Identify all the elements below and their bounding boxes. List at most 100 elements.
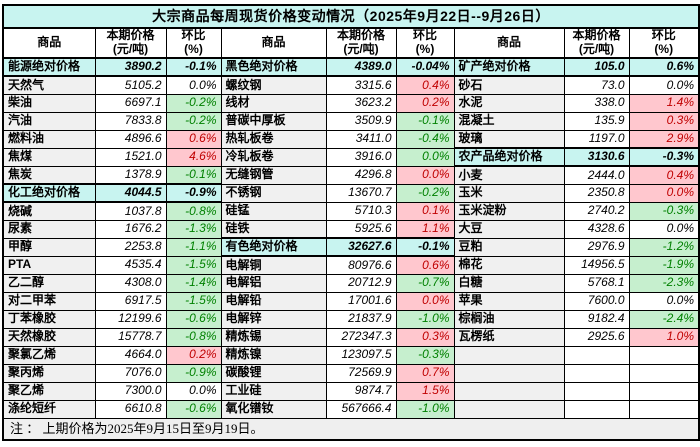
pct-change-cell[interactable]: -0.2%	[165, 111, 222, 131]
pct-change-cell[interactable]: -0.8%	[165, 201, 222, 221]
pct-change-cell[interactable]: 0.0%	[395, 165, 455, 185]
price-cell[interactable]: 12199.6	[94, 309, 167, 329]
price-cell[interactable]: 4296.8	[325, 165, 397, 185]
commodity-name-cell[interactable]: 硅锰	[220, 201, 327, 221]
pct-change-cell[interactable]: -1.1%	[165, 237, 222, 257]
commodity-name-cell[interactable]	[453, 345, 565, 365]
commodity-name-cell[interactable]: 农产品绝对价格	[453, 147, 565, 167]
commodity-name-cell[interactable]: 柴油	[2, 93, 96, 113]
price-cell[interactable]: 80976.6	[325, 255, 397, 275]
commodity-name-cell[interactable]: 玻璃	[453, 129, 565, 149]
commodity-name-cell[interactable]: 棕榈油	[453, 309, 565, 329]
pct-change-cell[interactable]: -0.8%	[165, 327, 222, 347]
commodity-name-cell[interactable]: 豆粕	[453, 237, 565, 257]
pct-change-cell[interactable]: -2.4%	[628, 309, 700, 329]
commodity-name-cell[interactable]: 聚乙烯	[2, 381, 96, 401]
commodity-name-cell[interactable]: 聚氯乙烯	[2, 345, 96, 365]
pct-change-cell[interactable]: -1.0%	[395, 399, 455, 419]
commodity-name-cell[interactable]: 化工绝对价格	[2, 183, 96, 203]
header-pct-2[interactable]: 环比 (%)	[395, 27, 455, 59]
commodity-name-cell[interactable]: 砂石	[453, 75, 565, 95]
commodity-name-cell[interactable]: 能源绝对价格	[2, 57, 96, 77]
price-cell[interactable]: 9874.7	[325, 381, 397, 401]
commodity-name-cell[interactable]: 棉花	[453, 255, 565, 275]
price-cell[interactable]: 72569.9	[325, 363, 397, 383]
price-cell[interactable]: 3509.9	[325, 111, 397, 131]
pct-change-cell[interactable]	[628, 363, 700, 383]
commodity-name-cell[interactable]: 电解铅	[220, 291, 327, 311]
pct-change-cell[interactable]: 0.0%	[628, 291, 700, 311]
price-cell[interactable]: 4044.5	[94, 183, 167, 203]
commodity-name-cell[interactable]	[453, 399, 565, 419]
pct-change-cell[interactable]: 0.3%	[395, 327, 455, 347]
commodity-name-cell[interactable]: 聚丙烯	[2, 363, 96, 383]
footnote[interactable]: 注 ： 上期价格为2025年9月15日至9月19日。	[1, 417, 700, 441]
pct-change-cell[interactable]	[628, 399, 700, 419]
pct-change-cell[interactable]: 0.6%	[165, 129, 222, 149]
pct-change-cell[interactable]: -0.6%	[165, 399, 222, 419]
pct-change-cell[interactable]: 0.0%	[165, 381, 222, 401]
price-cell[interactable]: 5710.3	[325, 201, 397, 221]
pct-change-cell[interactable]: 0.0%	[395, 291, 455, 311]
pct-change-cell[interactable]: 0.3%	[628, 111, 700, 131]
commodity-name-cell[interactable]: 电解铝	[220, 273, 327, 293]
commodity-name-cell[interactable]: 电解锌	[220, 309, 327, 329]
price-cell[interactable]: 1676.2	[94, 219, 167, 239]
pct-change-cell[interactable]: -1.2%	[628, 237, 700, 257]
price-cell[interactable]: 3916.0	[325, 147, 397, 167]
commodity-name-cell[interactable]: 焦煤	[2, 147, 96, 167]
price-cell[interactable]: 4664.0	[94, 345, 167, 365]
price-cell[interactable]: 17001.6	[325, 291, 397, 311]
pct-change-cell[interactable]: -0.1%	[395, 237, 455, 257]
pct-change-cell[interactable]: 0.0%	[395, 147, 455, 167]
price-cell[interactable]: 4535.4	[94, 255, 167, 275]
price-cell[interactable]: 14956.5	[563, 255, 630, 275]
price-cell[interactable]: 2976.9	[563, 237, 630, 257]
pct-change-cell[interactable]: -1.0%	[395, 309, 455, 329]
table-title[interactable]: 大宗商品每周现货价格变动情况（2025年9月22日--9月26日）	[1, 4, 700, 29]
pct-change-cell[interactable]: 0.7%	[395, 363, 455, 383]
pct-change-cell[interactable]: -0.9%	[165, 363, 222, 383]
price-cell[interactable]	[563, 345, 630, 365]
commodity-name-cell[interactable]: 普碳中厚板	[220, 111, 327, 131]
pct-change-cell[interactable]: 4.6%	[165, 147, 222, 167]
commodity-name-cell[interactable]: 大豆	[453, 219, 565, 239]
commodity-name-cell[interactable]: 工业硅	[220, 381, 327, 401]
price-cell[interactable]: 5768.1	[563, 273, 630, 293]
price-cell[interactable]: 2444.0	[563, 165, 630, 185]
commodity-name-cell[interactable]: 水泥	[453, 93, 565, 113]
price-cell[interactable]: 272347.3	[325, 327, 397, 347]
price-cell[interactable]: 7300.0	[94, 381, 167, 401]
commodity-name-cell[interactable]: 热轧板卷	[220, 129, 327, 149]
commodity-name-cell[interactable]: 苹果	[453, 291, 565, 311]
pct-change-cell[interactable]: -1.9%	[628, 255, 700, 275]
commodity-name-cell[interactable]: 瓦楞纸	[453, 327, 565, 347]
pct-change-cell[interactable]	[628, 345, 700, 365]
commodity-name-cell[interactable]: 电解铜	[220, 255, 327, 275]
commodity-name-cell[interactable]: 燃料油	[2, 129, 96, 149]
price-cell[interactable]: 1197.0	[563, 129, 630, 149]
price-cell[interactable]: 6917.5	[94, 291, 167, 311]
price-cell[interactable]: 6610.8	[94, 399, 167, 419]
price-cell[interactable]: 32627.6	[325, 237, 397, 257]
pct-change-cell[interactable]: -0.1%	[165, 165, 222, 185]
commodity-name-cell[interactable]: 天然橡胶	[2, 327, 96, 347]
pct-change-cell[interactable]: -0.7%	[395, 273, 455, 293]
price-cell[interactable]: 20712.9	[325, 273, 397, 293]
commodity-name-cell[interactable]: 无缝钢管	[220, 165, 327, 185]
pct-change-cell[interactable]: 1.5%	[395, 381, 455, 401]
price-cell[interactable]: 1378.9	[94, 165, 167, 185]
pct-change-cell[interactable]: 0.2%	[165, 345, 222, 365]
commodity-name-cell[interactable]: 氧化镨钕	[220, 399, 327, 419]
pct-change-cell[interactable]	[628, 381, 700, 401]
commodity-name-cell[interactable]: 甲醇	[2, 237, 96, 257]
price-cell[interactable]: 4328.6	[563, 219, 630, 239]
pct-change-cell[interactable]: 0.6%	[628, 57, 700, 77]
price-cell[interactable]: 135.9	[563, 111, 630, 131]
price-cell[interactable]: 6697.1	[94, 93, 167, 113]
pct-change-cell[interactable]: 1.1%	[395, 219, 455, 239]
price-cell[interactable]: 15778.7	[94, 327, 167, 347]
pct-change-cell[interactable]: 1.0%	[628, 327, 700, 347]
price-cell[interactable]: 5105.2	[94, 75, 167, 95]
pct-change-cell[interactable]: 1.4%	[628, 93, 700, 113]
